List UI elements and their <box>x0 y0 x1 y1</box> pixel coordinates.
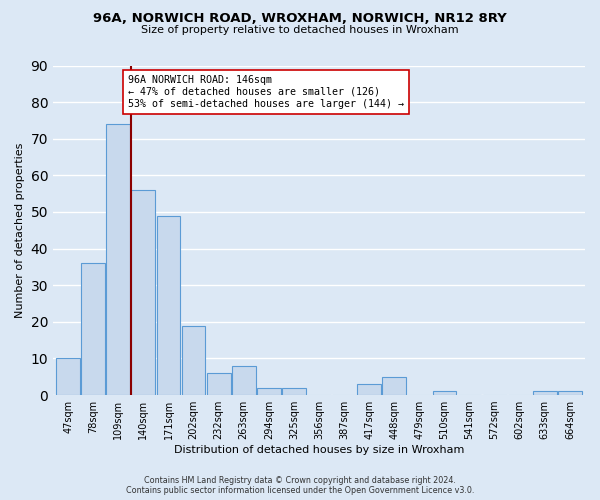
Bar <box>382 377 406 395</box>
Text: 96A NORWICH ROAD: 146sqm
← 47% of detached houses are smaller (126)
53% of semi-: 96A NORWICH ROAD: 146sqm ← 47% of detach… <box>128 76 404 108</box>
Bar <box>433 392 457 395</box>
Text: Contains HM Land Registry data © Crown copyright and database right 2024.
Contai: Contains HM Land Registry data © Crown c… <box>126 476 474 495</box>
Bar <box>357 384 381 395</box>
Bar <box>533 392 557 395</box>
Y-axis label: Number of detached properties: Number of detached properties <box>15 142 25 318</box>
Bar <box>207 373 230 395</box>
Text: 96A, NORWICH ROAD, WROXHAM, NORWICH, NR12 8RY: 96A, NORWICH ROAD, WROXHAM, NORWICH, NR1… <box>93 12 507 26</box>
Bar <box>182 326 205 395</box>
Bar <box>81 263 105 395</box>
Bar <box>131 190 155 395</box>
Bar <box>558 392 582 395</box>
Bar <box>232 366 256 395</box>
Bar <box>106 124 130 395</box>
Bar <box>157 216 181 395</box>
Bar <box>56 358 80 395</box>
Bar <box>282 388 306 395</box>
Bar <box>257 388 281 395</box>
Text: Size of property relative to detached houses in Wroxham: Size of property relative to detached ho… <box>141 25 459 35</box>
X-axis label: Distribution of detached houses by size in Wroxham: Distribution of detached houses by size … <box>174 445 464 455</box>
